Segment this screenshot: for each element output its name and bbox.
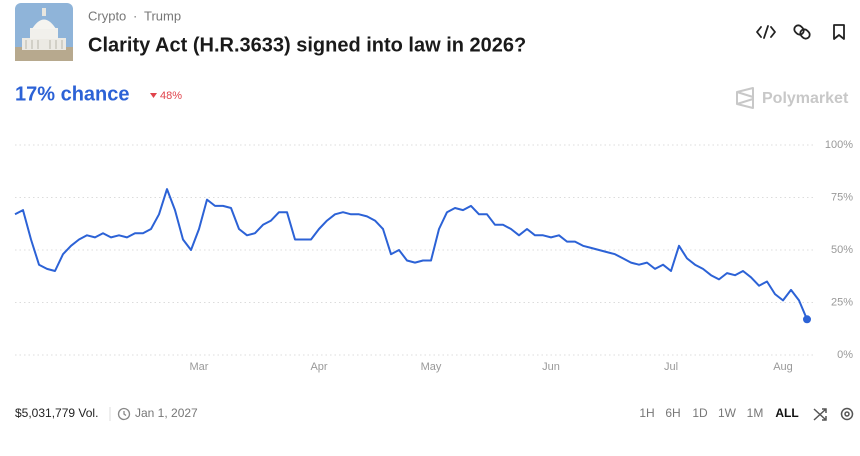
range-button[interactable]: 1W [718, 406, 737, 420]
x-tick-label: Apr [310, 361, 327, 373]
copy-link-button[interactable] [793, 24, 812, 41]
y-tick-label: 0% [837, 349, 853, 361]
market-image [15, 3, 73, 61]
breadcrumb: Crypto [88, 8, 126, 23]
breadcrumb-sep: · [133, 8, 137, 23]
y-tick-label: 100% [825, 139, 853, 151]
range-button[interactable]: 6H [665, 406, 680, 420]
last-point [803, 315, 811, 324]
range-button[interactable]: 1H [639, 406, 654, 420]
y-tick-label: 50% [831, 244, 853, 256]
shuffle-icon[interactable] [813, 408, 827, 421]
end-date: Jan 1, 2027 [135, 406, 198, 420]
y-tick-label: 25% [831, 296, 853, 308]
range-button[interactable]: ALL [775, 406, 798, 420]
x-tick-label: Aug [773, 361, 793, 373]
breadcrumb: Trump [144, 8, 181, 23]
x-tick-label: Jul [664, 361, 678, 373]
price-line [14, 188, 808, 320]
volume: $5,031,779 Vol. [15, 406, 98, 420]
embed-button[interactable] [756, 25, 776, 39]
chance: 17% chance [15, 83, 130, 105]
range-button[interactable]: 1D [692, 406, 708, 420]
brand-logo [736, 87, 754, 109]
market-title: Clarity Act (H.R.3633) signed into law i… [88, 34, 526, 56]
clock-icon [117, 407, 131, 421]
x-tick-label: May [421, 361, 442, 373]
x-tick-label: Mar [190, 361, 209, 373]
x-tick-label: Jun [542, 361, 560, 373]
y-tick-label: 75% [831, 191, 853, 203]
down-arrow [150, 93, 157, 98]
range-button[interactable]: 1M [747, 406, 764, 420]
settings-icon[interactable] [840, 407, 854, 421]
change: 48% [160, 90, 182, 102]
bookmark-button[interactable] [833, 24, 845, 40]
brand-name: Polymarket [762, 90, 849, 107]
